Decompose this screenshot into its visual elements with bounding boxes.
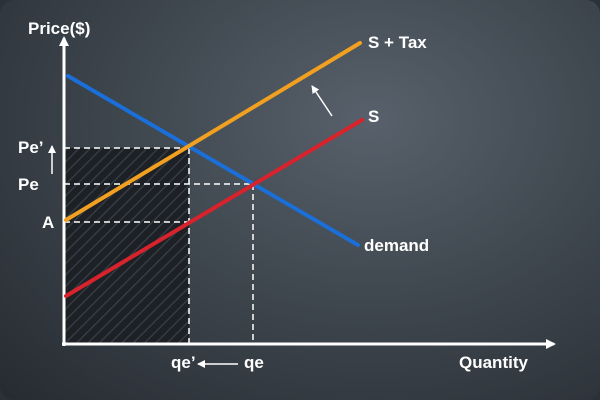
supply-curve xyxy=(64,118,364,298)
quantity-label-qe: qe xyxy=(244,353,264,372)
quantity-label-qe-prime: qe’ xyxy=(171,353,196,372)
supply-label: S xyxy=(368,107,379,126)
price-label-a: A xyxy=(42,213,54,232)
price-label-pe: Pe xyxy=(18,175,39,194)
y-axis-label: Price($) xyxy=(28,19,90,38)
demand-curve xyxy=(66,74,360,247)
supply-tax-curve xyxy=(64,41,362,222)
price-label-pe-prime: Pe’ xyxy=(18,138,44,157)
shift-arrow xyxy=(311,85,333,117)
supply-tax-label: S + Tax xyxy=(368,33,427,52)
demand-label: demand xyxy=(364,236,429,255)
shaded-region xyxy=(64,148,189,344)
axes xyxy=(59,36,556,349)
x-axis-label: Quantity xyxy=(459,353,528,372)
guide-lines xyxy=(64,147,254,344)
